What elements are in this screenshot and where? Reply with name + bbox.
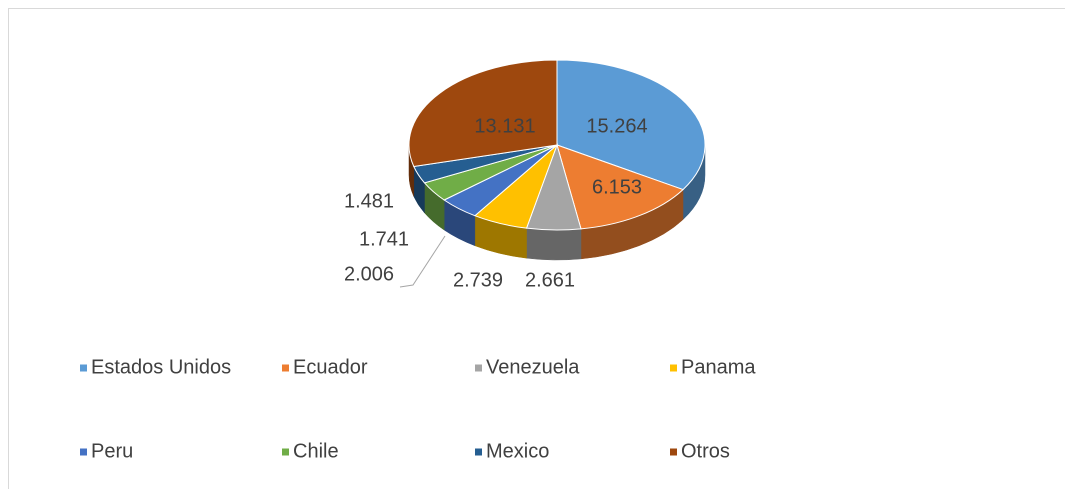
legend-marker (80, 448, 87, 456)
slice-side (526, 227, 582, 261)
legend-label: Panama (681, 356, 756, 378)
slice (556, 144, 684, 230)
legend-label: Chile (293, 440, 339, 462)
data-label: 6.153 (592, 176, 642, 198)
legend-marker (282, 448, 289, 456)
legend-marker (475, 364, 482, 372)
data-label: 2.661 (525, 269, 575, 291)
data-label: 1.481 (344, 190, 394, 212)
legend-marker (670, 448, 677, 456)
legend-marker (282, 364, 289, 372)
legend-label: Estados Unidos (91, 356, 231, 378)
legend-label: Venezuela (486, 356, 580, 378)
data-label: 1.741 (359, 228, 409, 250)
slice (556, 59, 706, 191)
data-label: 2.006 (344, 263, 394, 285)
legend-marker (670, 364, 677, 372)
legend-label: Mexico (486, 440, 549, 462)
data-label: 15.264 (586, 115, 647, 137)
slice (408, 59, 558, 168)
leader-line (399, 235, 446, 288)
legend-label: Peru (91, 440, 133, 462)
legend-label: Otros (681, 440, 730, 462)
legend-marker (80, 364, 87, 372)
legend-marker (475, 448, 482, 456)
data-label: 2.739 (453, 269, 503, 291)
data-label: 13.131 (474, 115, 535, 137)
legend-label: Ecuador (293, 356, 368, 378)
